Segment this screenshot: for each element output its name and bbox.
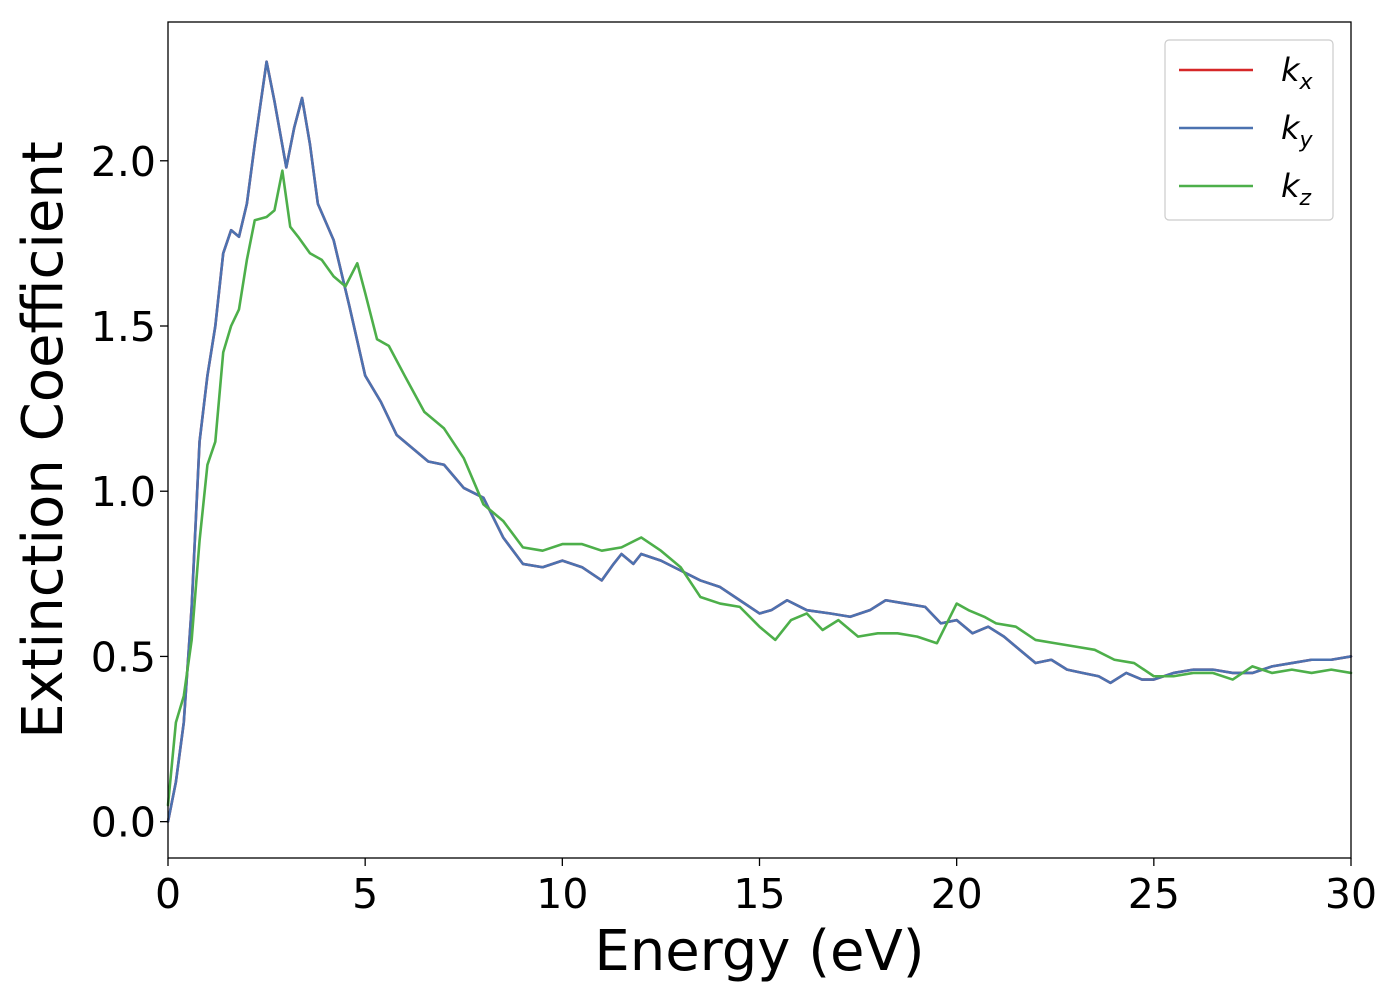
series-line-ky [166, 60, 1353, 823]
legend-label-kx: kx [1281, 51, 1314, 95]
legend-box [1164, 39, 1334, 221]
series-layer [166, 60, 1353, 823]
series-line-kz [166, 169, 1353, 807]
y-axis-title: Extinction Coefficient [11, 141, 76, 739]
x-axis-title: Energy (eV) [594, 919, 924, 984]
y-tick-label: 2.0 [91, 138, 156, 186]
legend: kx ky kz [1164, 39, 1334, 221]
x-tick-label: 5 [352, 870, 378, 918]
x-axis: 0 5 10 15 20 25 30 [155, 858, 1377, 918]
legend-label-ky: ky [1281, 109, 1314, 153]
legend-label-kz: kz [1281, 167, 1312, 211]
y-tick-label: 1.5 [91, 303, 156, 351]
y-tick-label: 0.0 [91, 799, 156, 847]
y-tick-label: 1.0 [91, 468, 156, 516]
x-tick-label: 20 [931, 870, 983, 918]
y-tick-label: 0.5 [91, 633, 156, 681]
x-tick-label: 30 [1325, 870, 1377, 918]
x-tick-label: 25 [1128, 870, 1180, 918]
x-tick-label: 0 [155, 870, 181, 918]
y-axis: 0.0 0.5 1.0 1.5 2.0 [91, 138, 168, 847]
x-tick-label: 15 [733, 870, 785, 918]
x-tick-label: 10 [536, 870, 588, 918]
